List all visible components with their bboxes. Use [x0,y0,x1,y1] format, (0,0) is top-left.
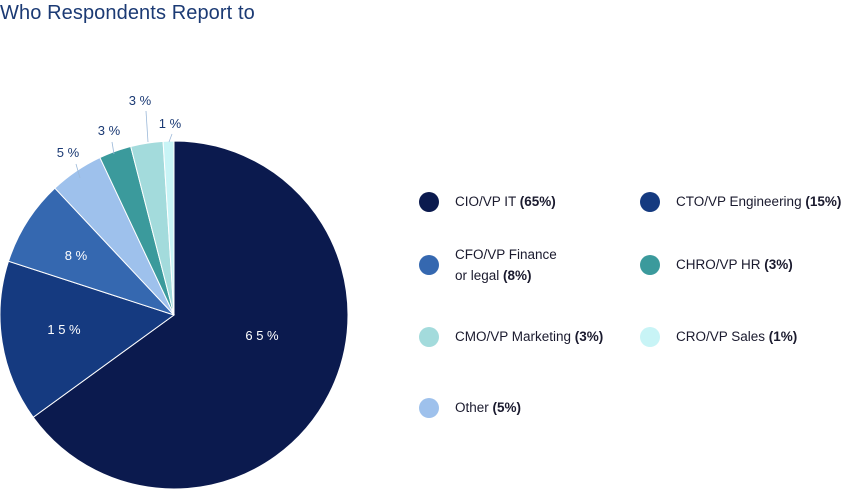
legend-label: CFO/VP Finance or legal (8%) [455,247,557,283]
legend-label: CMO/VP Marketing (3%) [455,329,604,344]
legend-label: CIO/VP IT (65%) [455,194,556,209]
pie-slice-cio-vp-it [32,140,349,489]
data-label: 3 % [98,123,121,138]
legend-item: CFO/VP Finance or legal (8%) [419,244,557,286]
legend-item: CRO/VP Sales (1%) [640,326,797,347]
legend-item: CTO/VP Engineering (15%) [640,191,841,212]
data-label: 6 5 % [245,328,279,343]
data-label: 5 % [57,145,80,160]
legend-swatch [419,397,439,418]
legend-swatch [419,255,439,275]
data-label: 1 % [159,116,182,131]
leader-line [111,141,115,155]
legend-label: CHRO/VP HR (3%) [676,257,793,272]
legend-item: CHRO/VP HR (3%) [640,254,793,275]
leader-line [75,163,81,179]
data-label: 1 5 % [47,322,81,337]
legend-swatch [640,254,660,275]
legend-item: Other (5%) [419,397,521,418]
pie-slice-cto-vp-engineering [0,260,176,418]
data-label: 8 % [65,248,88,263]
legend-item: CMO/VP Marketing (3%) [419,326,603,347]
pie-slice-cro-vp-sales [162,140,175,316]
legend-swatch [640,191,660,212]
legend-label: Other (5%) [455,400,522,415]
legend-item: CIO/VP IT (65%) [419,191,556,212]
data-label: 3 % [129,93,152,108]
leader-line [145,110,149,143]
legend-swatch [419,191,439,212]
chart-title: Who Respondents Report to [0,2,255,24]
legend-label: CTO/VP Engineering (15%) [676,194,842,209]
legend-swatch [640,326,660,347]
legend-label: CRO/VP Sales (1%) [676,329,798,344]
legend-swatch [419,326,439,347]
leader-line [168,133,173,143]
